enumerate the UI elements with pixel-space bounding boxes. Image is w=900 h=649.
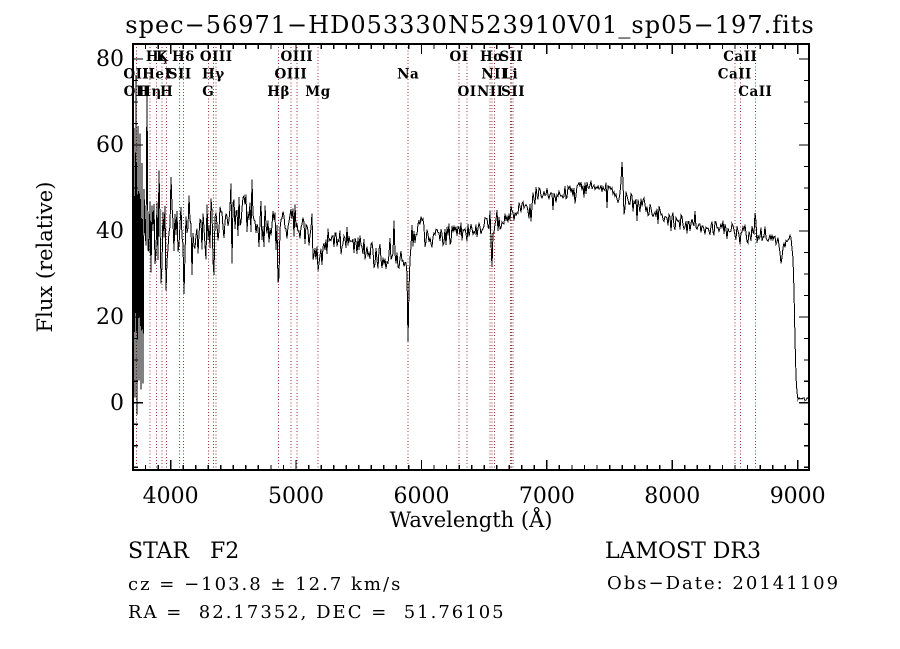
marker-label-CaII: CaII: [738, 84, 772, 100]
marker-label-NII: NII: [477, 84, 503, 100]
marker-label-Hζ: Hζ: [146, 49, 168, 65]
marker-label-SII: SII: [168, 67, 192, 83]
marker-label-OII: OII: [124, 84, 150, 100]
marker-label-SII: SII: [501, 84, 525, 100]
marker-label-Li: Li: [502, 67, 518, 83]
marker-label-HeI: HeI: [142, 67, 171, 83]
obs-date-value: Obs−Date: 20141109: [607, 573, 840, 594]
marker-label-NII: NII: [481, 67, 507, 83]
y-tick-label: 0: [110, 391, 124, 416]
spectral-line-markers: [135, 44, 756, 470]
plot-border: [132, 43, 810, 471]
page-title: spec−56971−HD053330N523910V01_sp05−197.f…: [125, 11, 814, 39]
marker-label-Hβ: Hβ: [267, 84, 290, 100]
marker-label-CaII: CaII: [723, 49, 757, 65]
marker-label-Hα: Hα: [480, 49, 504, 65]
survey-label: LAMOST DR3: [605, 539, 761, 564]
marker-label-Hγ: Hγ: [202, 67, 225, 83]
x-tick-label: 9000: [770, 484, 826, 509]
marker-label-OI: OI: [450, 49, 469, 65]
x-tick-label: 7000: [519, 484, 575, 509]
x-tick-label: 5000: [268, 484, 324, 509]
spectrum-polyline: [132, 74, 810, 415]
marker-label-OIII: OIII: [281, 49, 314, 65]
marker-label-Na: Na: [397, 67, 419, 83]
marker-label-G: G: [202, 84, 214, 100]
ra-dec-value: RA = 82.17352, DEC = 51.76105: [128, 602, 506, 623]
y-tick-label: 20: [96, 305, 124, 330]
marker-label-H: H: [160, 84, 173, 100]
plot-frame: 4000 5000 6000 7000 8000 9000 0 20 40 60 80: [96, 43, 826, 509]
marker-label-OII: OII: [123, 67, 149, 83]
object-class-label: STAR F2: [128, 539, 239, 564]
marker-label-CaII: CaII: [718, 67, 752, 83]
x-axis-title: Wavelength (Å): [390, 507, 553, 532]
marker-label-Hη: Hη: [138, 84, 162, 100]
y-axis-title: Flux (relative): [33, 182, 57, 333]
x-tick-label: 8000: [644, 484, 700, 509]
x-tick-label: 4000: [143, 484, 199, 509]
y-tick-label: 40: [96, 219, 124, 244]
spectrum-trace: [132, 74, 810, 415]
marker-label-OIII: OIII: [200, 49, 233, 65]
marker-label-OI: OI: [457, 84, 476, 100]
cz-value: cz = −103.8 ± 12.7 km/s: [128, 574, 402, 595]
marker-label-OIII: OIII: [275, 67, 308, 83]
y-tick-label: 60: [96, 133, 124, 158]
marker-label-Hδ: Hδ: [172, 49, 195, 65]
marker-label-Mg: Mg: [305, 84, 330, 100]
x-tick-label: 6000: [394, 484, 450, 509]
marker-label-K: K: [156, 49, 169, 65]
y-tick-label: 80: [96, 47, 124, 72]
marker-label-SII: SII: [499, 49, 523, 65]
